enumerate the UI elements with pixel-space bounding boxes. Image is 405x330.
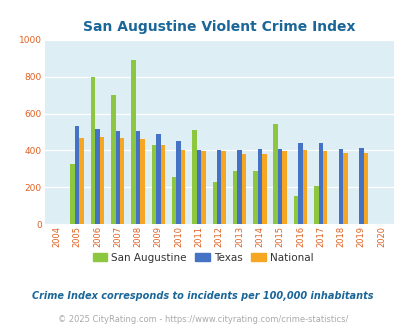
Bar bbox=[257, 149, 262, 224]
Bar bbox=[313, 185, 318, 224]
Bar bbox=[172, 177, 176, 224]
Bar bbox=[95, 129, 100, 224]
Bar bbox=[135, 131, 140, 224]
Text: Crime Index corresponds to incidents per 100,000 inhabitants: Crime Index corresponds to incidents per… bbox=[32, 291, 373, 301]
Bar bbox=[160, 145, 164, 224]
Bar bbox=[216, 149, 221, 224]
Bar bbox=[212, 182, 216, 224]
Bar bbox=[302, 150, 307, 224]
Bar bbox=[70, 164, 75, 224]
Bar bbox=[79, 138, 83, 224]
Bar bbox=[100, 137, 104, 224]
Bar bbox=[115, 131, 120, 224]
Bar bbox=[293, 196, 297, 224]
Bar bbox=[237, 150, 241, 224]
Bar bbox=[273, 124, 277, 224]
Bar bbox=[221, 151, 225, 224]
Bar bbox=[282, 151, 286, 224]
Bar bbox=[342, 153, 347, 224]
Bar bbox=[151, 145, 156, 224]
Bar bbox=[277, 148, 282, 224]
Bar bbox=[156, 134, 160, 224]
Bar bbox=[318, 143, 322, 224]
Legend: San Augustine, Texas, National: San Augustine, Texas, National bbox=[88, 249, 317, 267]
Bar bbox=[363, 153, 367, 224]
Bar bbox=[298, 143, 302, 224]
Bar bbox=[200, 151, 205, 224]
Bar bbox=[358, 148, 363, 224]
Bar bbox=[176, 141, 181, 224]
Bar bbox=[252, 171, 257, 224]
Text: © 2025 CityRating.com - https://www.cityrating.com/crime-statistics/: © 2025 CityRating.com - https://www.city… bbox=[58, 315, 347, 324]
Bar bbox=[75, 126, 79, 224]
Bar bbox=[241, 154, 245, 224]
Bar bbox=[262, 154, 266, 224]
Bar bbox=[120, 138, 124, 224]
Bar bbox=[196, 149, 201, 224]
Bar bbox=[91, 78, 95, 224]
Bar bbox=[232, 171, 237, 224]
Bar bbox=[181, 149, 185, 224]
Bar bbox=[131, 60, 135, 224]
Bar bbox=[322, 151, 326, 224]
Bar bbox=[338, 148, 343, 224]
Title: San Augustine Violent Crime Index: San Augustine Violent Crime Index bbox=[83, 20, 355, 34]
Bar bbox=[140, 139, 144, 224]
Bar bbox=[192, 130, 196, 224]
Bar bbox=[111, 95, 115, 224]
